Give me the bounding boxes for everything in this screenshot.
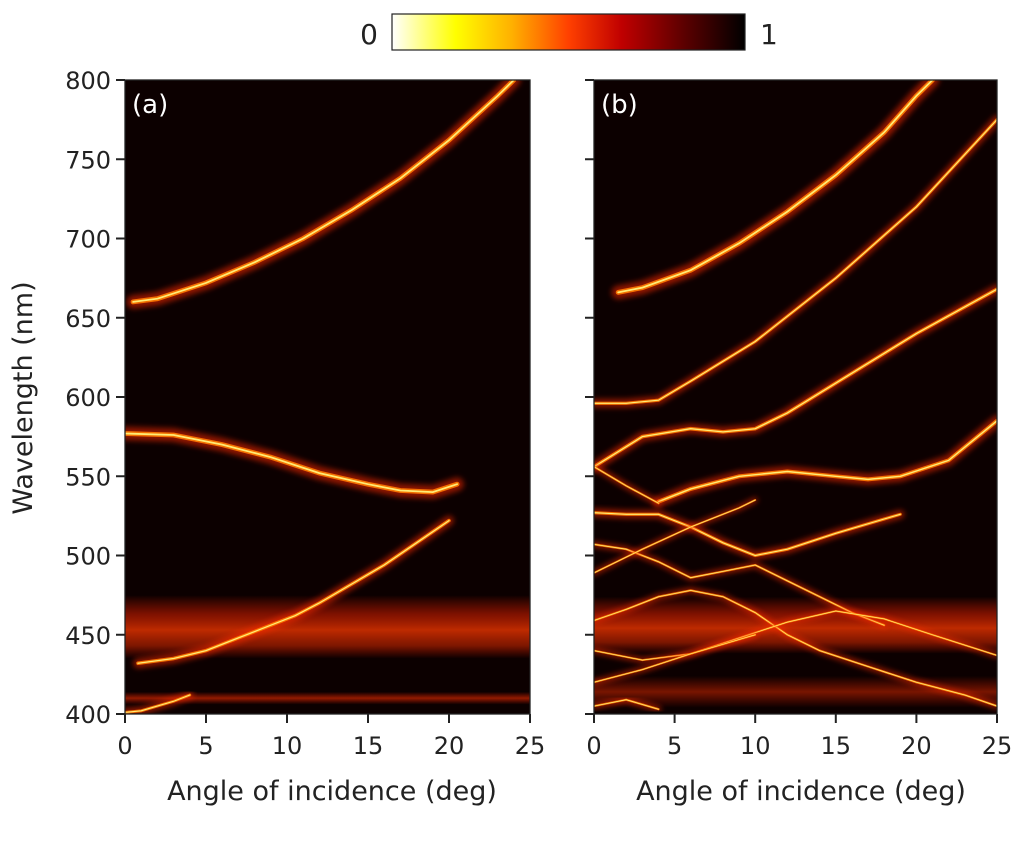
x-tick-label: 15 [821, 732, 852, 760]
intensity-band [125, 595, 530, 659]
mode-curve [611, 80, 940, 299]
mode-curve [126, 80, 521, 309]
mode-curve [594, 587, 997, 710]
mode-curve [125, 691, 194, 714]
mode-curve [594, 508, 905, 560]
y-tick-label: 500 [65, 543, 111, 571]
mode-curve-core [132, 80, 515, 303]
x-tick-label: 5 [667, 732, 682, 760]
mode-curve-core [594, 499, 756, 574]
colorbar: 0 1 [360, 13, 778, 51]
colorbar-gradient [391, 13, 746, 51]
intensity-band [125, 691, 530, 705]
mode-curve-core [594, 466, 659, 504]
mode-curve-core [617, 80, 934, 294]
panel-b-label: (b) [601, 90, 638, 120]
panel-b-y-ticks [585, 79, 594, 715]
intensity-band [594, 596, 997, 654]
panel-b: 0 5 10 15 20 25 (b) Angle of incidence (deg) [585, 79, 1012, 807]
mode-curve-core [594, 699, 659, 710]
panel-b-x-axis-label: Angle of incidence (deg) [636, 776, 966, 807]
mode-curve [594, 696, 662, 713]
x-tick-label: 5 [198, 732, 213, 760]
mode-curve [594, 115, 997, 408]
panel-b-plot [593, 79, 998, 715]
x-tick-label: 15 [353, 732, 384, 760]
panel-a-label: (a) [132, 90, 168, 120]
panel-a-x-axis-label: Angle of incidence (deg) [167, 776, 497, 807]
panel-b-x-ticks: 0 5 10 15 20 25 [586, 714, 1012, 760]
y-tick-label: 650 [65, 305, 111, 333]
mode-curve-core [594, 119, 997, 404]
mode-curve [125, 426, 464, 499]
mode-curve [653, 415, 997, 507]
mode-curve [594, 632, 758, 685]
y-tick-label: 700 [65, 226, 111, 254]
mode-curve [133, 515, 454, 669]
panel-a-x-ticks: 0 5 10 15 20 25 [117, 714, 545, 760]
mode-curve-core [137, 519, 450, 664]
mode-curve [594, 463, 662, 507]
x-tick-label: 0 [117, 732, 132, 760]
intensity-band [594, 675, 997, 708]
mode-curve-core [594, 589, 997, 707]
y-tick-label: 800 [65, 67, 111, 95]
x-tick-label: 10 [272, 732, 303, 760]
mode-curve [594, 608, 997, 663]
mode-curve-core [594, 288, 997, 468]
mode-curve [594, 284, 997, 472]
y-tick-label: 550 [65, 463, 111, 491]
y-axis-label: Wavelength (nm) [8, 281, 39, 514]
y-tick-label: 450 [65, 622, 111, 650]
mode-curve-core [125, 694, 191, 713]
mode-curve-core [594, 610, 997, 661]
y-tick-label: 750 [65, 146, 111, 174]
colorbar-min-label: 0 [360, 18, 378, 51]
panel-a-plot [124, 79, 531, 715]
mode-curve-core [594, 634, 756, 683]
panel-a: 400 450 500 550 600 650 700 750 800 0 5 10 15 20 25 (… [65, 67, 545, 807]
y-tick-label: 400 [65, 701, 111, 729]
mode-curve [594, 497, 758, 576]
y-tick-label: 600 [65, 384, 111, 412]
mode-curve [594, 541, 888, 629]
colorbar-max-label: 1 [760, 18, 778, 51]
x-tick-label: 20 [901, 732, 932, 760]
mode-curve-core [594, 544, 885, 626]
x-tick-label: 10 [740, 732, 771, 760]
x-tick-label: 20 [434, 732, 465, 760]
x-tick-label: 25 [515, 732, 546, 760]
mode-curve-core [594, 512, 901, 557]
mode-curve-core [125, 432, 458, 493]
x-tick-label: 0 [586, 732, 601, 760]
x-tick-label: 25 [982, 732, 1013, 760]
panel-a-y-ticks: 400 450 500 550 600 650 700 750 800 [65, 67, 125, 729]
mode-curve-core [657, 420, 997, 503]
